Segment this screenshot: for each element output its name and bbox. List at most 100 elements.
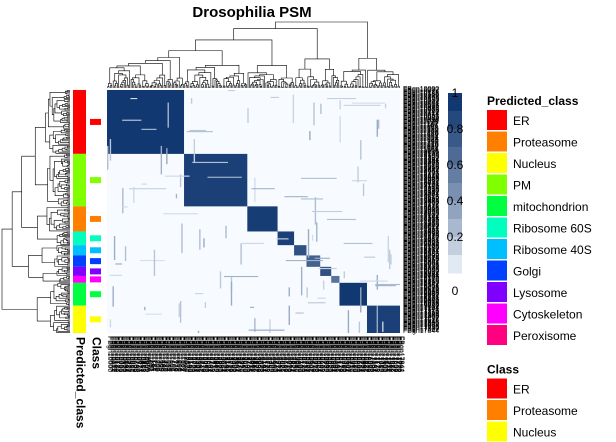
block-lysosome xyxy=(320,266,332,276)
column-name: FBgn12479 xyxy=(198,336,205,372)
column-name: FBgn10777 xyxy=(135,336,142,372)
dendrogram-branch xyxy=(351,69,366,88)
row-name: FBgn15328 xyxy=(403,250,439,257)
legend-swatch xyxy=(487,303,507,324)
row-name: FBgn11887 xyxy=(403,144,439,151)
row-name: FBgn12664 xyxy=(403,168,439,175)
row-name: FBgn13441 xyxy=(403,192,439,199)
colorbar-step xyxy=(448,201,462,220)
dendrogram-branch xyxy=(384,76,391,83)
row-name: FBgn11073 xyxy=(403,119,439,126)
dendrogram-branch xyxy=(295,77,303,86)
row-name: FBgn15698 xyxy=(403,262,439,269)
column-name: FBgn12368 xyxy=(194,336,201,372)
column-name: FBgn14329 xyxy=(267,336,274,372)
dendrogram-branch xyxy=(66,102,70,105)
off-diagonal-cell xyxy=(376,305,378,333)
row-name: FBgn11591 xyxy=(403,135,439,142)
column-name: FBgn10851 xyxy=(138,336,145,372)
column-name: FBgn15846 xyxy=(323,336,330,372)
row-name: FBgn15069 xyxy=(403,242,439,249)
column-name: FBgn16253 xyxy=(339,336,346,372)
column-name: FBgn11369 xyxy=(157,336,164,372)
dendrogram-branch xyxy=(68,164,70,167)
dendrogram-branch xyxy=(118,74,127,88)
column-name: FBgn15957 xyxy=(328,336,335,372)
column-name: FBgn12849 xyxy=(212,336,219,372)
legend-label: PM xyxy=(513,179,531,193)
off-diagonal-cell xyxy=(199,229,201,250)
dendrogram-branch xyxy=(265,82,270,88)
dendrogram-branch xyxy=(225,85,228,88)
column-name: FBgn11628 xyxy=(167,336,174,372)
column-name: FBgn11147 xyxy=(149,336,156,371)
off-diagonal-cell xyxy=(314,257,330,259)
row-name: FBgn14958 xyxy=(403,239,439,246)
dendrogram-branch xyxy=(195,86,198,88)
row-name: FBgn16290 xyxy=(403,280,439,287)
dendrogram-branch xyxy=(67,107,70,110)
column-name: FBgn14514 xyxy=(274,336,281,372)
block-proteasome xyxy=(247,206,278,232)
dendrogram-branch xyxy=(55,295,66,302)
dendrogram-branch xyxy=(390,84,393,88)
class-marker xyxy=(90,268,101,275)
dendrogram-branch xyxy=(320,85,323,88)
column-name: FBgn16956 xyxy=(365,336,372,372)
off-diagonal-cell xyxy=(186,131,213,133)
dendrogram-branch xyxy=(41,247,57,263)
predicted-class-segment xyxy=(73,266,86,276)
dendrogram-branch xyxy=(288,84,291,88)
row-name: FBgn15106 xyxy=(403,243,439,250)
legend-label: Cytoskeleton xyxy=(513,308,582,322)
off-diagonal-cell xyxy=(387,236,389,263)
dendrogram-branch xyxy=(66,161,70,164)
dendrogram-branch xyxy=(107,86,110,88)
row-name: FBgn10185 xyxy=(403,92,439,99)
dendrogram-branch xyxy=(346,86,349,88)
row-name: FBgn10999 xyxy=(403,117,439,124)
class-marker xyxy=(90,316,101,323)
column-name: FBgn16549 xyxy=(350,336,357,372)
dendrogram-branch xyxy=(233,73,244,84)
column-name: FBgn14773 xyxy=(284,336,291,372)
column-name: FBgn10296 xyxy=(117,336,124,372)
row-name: FBgn10111 xyxy=(403,89,438,96)
dendrogram-branch xyxy=(60,278,70,282)
dendrogram-branch xyxy=(374,84,377,88)
dendrogram-branch xyxy=(62,218,69,223)
column-name: FBgn15883 xyxy=(325,336,332,372)
row-name: FBgn12035 xyxy=(403,149,439,156)
column-name: FBgn17474 xyxy=(384,336,391,372)
dendrogram-branch xyxy=(64,129,70,132)
off-diagonal-cell xyxy=(207,176,242,178)
column-name: FBgn17400 xyxy=(381,336,388,372)
column-name: FBgn13219 xyxy=(226,336,233,372)
track-label-predicted-class: Predicted_class xyxy=(73,337,87,429)
column-name: FBgn13700 xyxy=(244,336,251,372)
dendrogram-branch xyxy=(343,86,346,88)
dendrogram-branch xyxy=(340,80,347,86)
dendrogram-branch xyxy=(116,65,141,75)
dendrogram-branch xyxy=(368,86,371,88)
column-name: FBgn16697 xyxy=(355,336,362,372)
dendrogram-branch xyxy=(62,169,70,172)
row-name: FBgn16697 xyxy=(403,293,439,300)
column-name: FBgn12294 xyxy=(191,336,198,372)
dendrogram-branch xyxy=(353,79,359,88)
column-name: FBgn17622 xyxy=(389,336,396,372)
column-name: FBgn12220 xyxy=(189,336,196,372)
column-name: FBgn11813 xyxy=(174,336,181,372)
dendrogram-branch xyxy=(289,83,293,88)
dendrogram-branch xyxy=(47,167,59,202)
dendrogram-branch xyxy=(382,84,385,88)
column-name: FBgn15735 xyxy=(319,336,326,372)
row-name: FBgn15735 xyxy=(403,263,439,270)
predicted-class-segment xyxy=(73,282,86,306)
off-diagonal-cell xyxy=(109,139,112,161)
dendrogram-branch xyxy=(49,155,65,181)
column-name: FBgn16660 xyxy=(354,336,361,372)
colorbar-tick-label: 0.4 xyxy=(447,194,464,208)
off-diagonal-cell xyxy=(339,100,341,110)
column-name: FBgn12183 xyxy=(187,336,194,372)
